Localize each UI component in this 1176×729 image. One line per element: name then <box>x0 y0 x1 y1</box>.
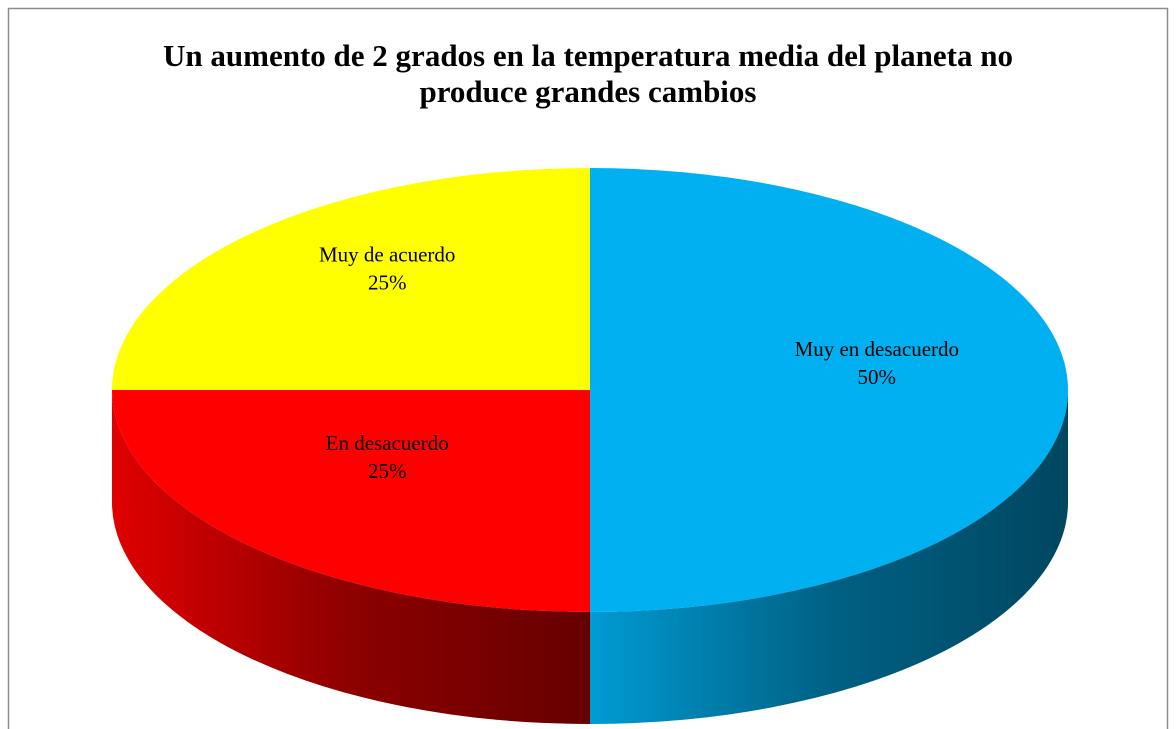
data-label-category: Muy en desacuerdo <box>795 337 959 361</box>
data-label-value: 25% <box>368 271 407 295</box>
slice-side-shade <box>112 390 590 724</box>
chart-title: Un aumento de 2 grados en la temperatura… <box>163 38 1013 109</box>
slice <box>590 168 1068 612</box>
data-label-value: 25% <box>368 459 407 483</box>
slice <box>112 390 590 612</box>
slice <box>112 168 590 390</box>
data-label-category: Muy de acuerdo <box>319 243 455 267</box>
slice-side-shade <box>590 390 1068 724</box>
data-label-value: 50% <box>858 365 897 389</box>
data-label-category: En desacuerdo <box>326 431 449 455</box>
chart-border <box>7 7 1169 729</box>
